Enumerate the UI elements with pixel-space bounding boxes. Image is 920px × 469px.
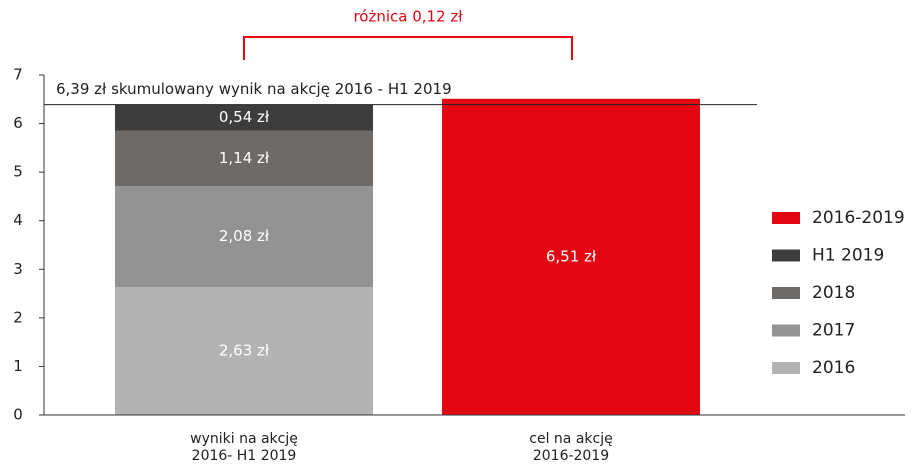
legend-label: 2016-2019 <box>812 208 905 228</box>
legend-swatch <box>772 287 800 299</box>
legend-label: H1 2019 <box>812 246 884 266</box>
y-tick-label: 5 <box>13 163 23 181</box>
legend-label: 2016 <box>812 358 855 378</box>
legend-swatch <box>772 324 800 337</box>
legend-label: 2017 <box>812 321 855 341</box>
x-tick-label: 2016-2019 <box>533 448 609 464</box>
value-label: 2,63 zł <box>219 342 270 360</box>
y-tick-label: 7 <box>13 66 23 84</box>
bar-segment <box>442 98 700 416</box>
legend-swatch <box>772 362 800 374</box>
x-tick-label: cel na akcję <box>529 431 612 447</box>
legend-swatch <box>772 249 800 262</box>
bar-segment <box>115 287 373 415</box>
annotation: różnica 0,12 zł <box>353 8 463 26</box>
y-tick-label: 1 <box>13 357 23 375</box>
legend-swatch <box>772 212 800 224</box>
x-tick-label: wyniki na akcję <box>190 431 298 447</box>
reference-label: 6,39 zł skumulowany wynik na akcję 2016 … <box>56 80 452 98</box>
x-tick-label: 2016- H1 2019 <box>192 448 297 464</box>
legend-label: 2018 <box>812 283 855 303</box>
y-tick-label: 6 <box>13 114 23 132</box>
difference-bracket <box>243 36 573 60</box>
bar-segment <box>115 130 373 187</box>
value-label: 2,08 zł <box>219 227 270 245</box>
value-label: 6,51 zł <box>546 247 597 265</box>
y-tick-label: 2 <box>13 308 23 326</box>
y-tick-label: 4 <box>13 211 23 229</box>
bar-segment <box>115 104 373 131</box>
y-tick-label: 3 <box>13 260 23 278</box>
y-tick-label: 0 <box>13 406 23 424</box>
value-label: 0,54 zł <box>219 108 270 126</box>
bar-segment <box>115 186 373 288</box>
value-label: 1,14 zł <box>219 149 270 167</box>
